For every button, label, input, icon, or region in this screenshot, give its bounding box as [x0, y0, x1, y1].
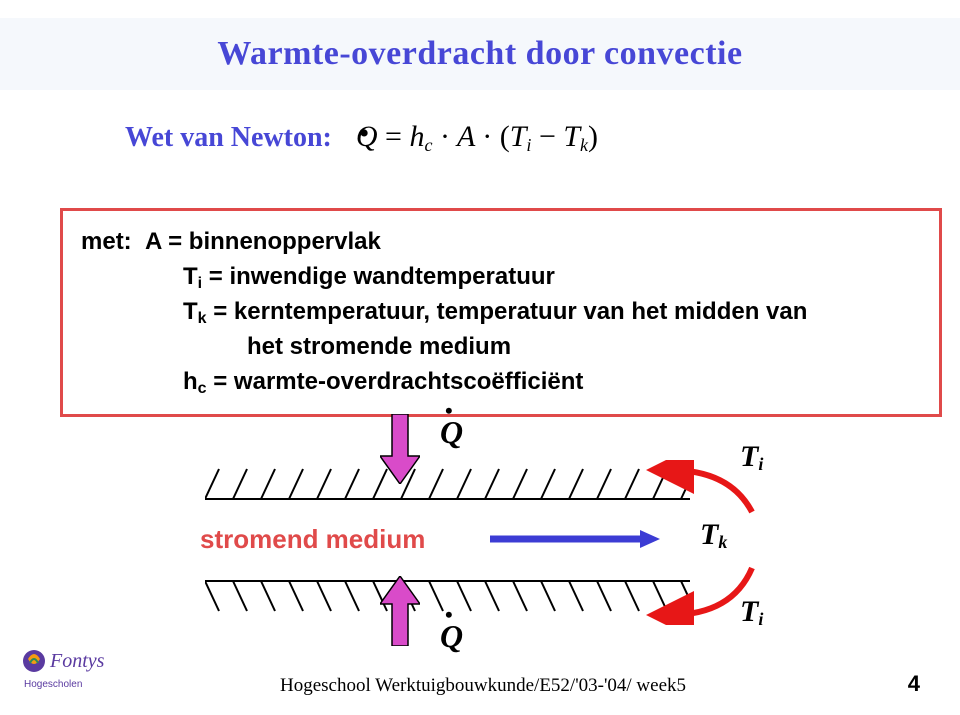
- flow-arrow: [490, 528, 660, 550]
- page-number: 4: [908, 671, 920, 697]
- eq-T2: T: [563, 120, 580, 153]
- logo-text: Fontys: [49, 650, 105, 672]
- eq-cdot2: ·: [482, 120, 492, 153]
- tk-T: T: [700, 518, 718, 551]
- ti-bottom: Ti: [740, 595, 763, 630]
- ti-bot-sub: i: [758, 609, 763, 629]
- box-A: A = binnenoppervlak: [145, 228, 381, 255]
- q-dot: •: [359, 117, 370, 151]
- eq-A: A: [457, 120, 475, 153]
- eq-lp: (: [500, 120, 510, 153]
- tk-sub: k: [718, 532, 727, 552]
- tk-label: Tk: [700, 518, 727, 553]
- box-r3: = kerntemperatuur, temperatuur van het m…: [207, 298, 808, 325]
- box-line3: Tk = kerntemperatuur, temperatuur van he…: [183, 295, 921, 330]
- box-line2: Ti = inwendige wandtemperatuur: [183, 260, 921, 295]
- fontys-logo: Fontys Hogescholen: [18, 643, 138, 699]
- box-c: c: [198, 380, 207, 397]
- definitions-box: met: A = binnenoppervlak Ti = inwendige …: [60, 208, 942, 417]
- footer-text: Hogeschool Werktuigbouwkunde/E52/'03-'04…: [280, 675, 686, 697]
- slide: Warmte-overdracht door convectie Wet van…: [0, 0, 960, 715]
- q-top-label: Q: [440, 414, 463, 451]
- slide-title: Warmte-overdracht door convectie: [217, 35, 742, 73]
- hatch-top: [205, 466, 690, 500]
- eq-i: i: [526, 135, 531, 155]
- box-line5: hc = warmte-overdrachtscoëfficiënt: [183, 365, 921, 400]
- box-r2: = inwendige wandtemperatuur: [202, 263, 555, 290]
- title-band: Warmte-overdracht door convectie: [0, 18, 960, 90]
- flow-label: stromend medium: [200, 524, 425, 555]
- eq-k: k: [580, 135, 588, 155]
- red-arc-top: [640, 460, 760, 520]
- box-met: met:: [81, 228, 132, 255]
- heat-arrow-bottom: [380, 576, 420, 646]
- box-k: k: [198, 310, 207, 327]
- flow-diagram: Q Ti stromend medium Tk: [0, 420, 960, 660]
- eq-cdot1: ·: [440, 120, 450, 153]
- newton-equation: • Q = hc · A · (Ti − Tk): [356, 120, 598, 156]
- q-bottom-label: Q: [440, 618, 463, 655]
- box-T3: T: [183, 298, 198, 325]
- eq-eq: =: [385, 120, 402, 153]
- eq-h: h: [409, 120, 424, 153]
- ti-bot-T: T: [740, 595, 758, 628]
- box-line4: het stromende medium: [247, 330, 921, 365]
- eq-hc: c: [424, 135, 432, 155]
- box-T2: T: [183, 263, 198, 290]
- eq-rp: ): [588, 120, 598, 153]
- logo-sub: Hogescholen: [24, 679, 82, 690]
- eq-minus: −: [539, 120, 556, 153]
- newton-label: Wet van Newton:: [125, 122, 332, 154]
- box-line1: met: A = binnenoppervlak: [81, 225, 921, 260]
- eq-T1: T: [510, 120, 527, 153]
- box-h: h: [183, 368, 198, 395]
- box-r5: = warmte-overdrachtscoëfficiënt: [207, 368, 584, 395]
- newton-row: Wet van Newton: • Q = hc · A · (Ti − Tk): [125, 120, 598, 156]
